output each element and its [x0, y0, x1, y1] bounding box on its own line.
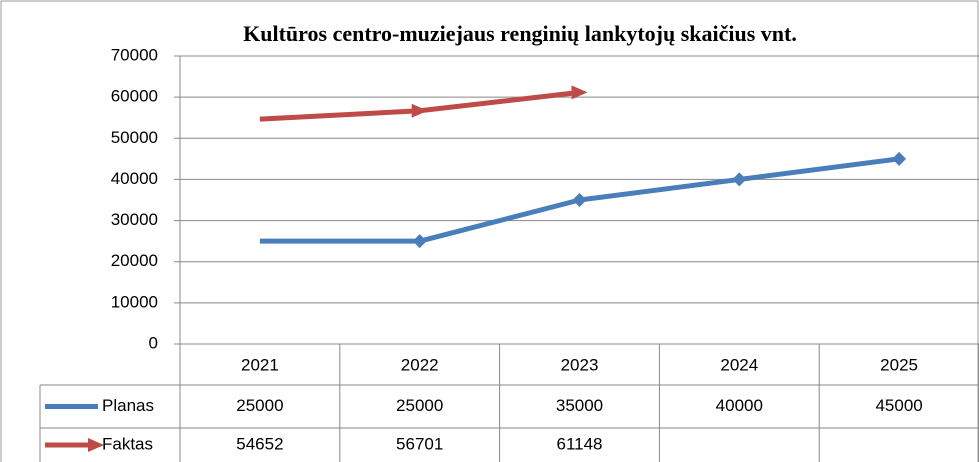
y-tick-label: 50000 [111, 128, 158, 147]
x-tick-label: 2022 [401, 355, 439, 374]
x-tick-label: 2023 [561, 355, 599, 374]
y-tick-label: 60000 [111, 87, 158, 106]
table-value: 25000 [236, 396, 283, 415]
table-value: 61148 [556, 434, 602, 453]
marker [892, 151, 907, 166]
chart-title: Kultūros centro-muziejaus renginių lanky… [243, 21, 797, 46]
marker [571, 85, 588, 100]
legend-label: Planas [102, 396, 154, 415]
table-value: 56701 [396, 434, 443, 453]
series-line [259, 89, 580, 122]
y-tick-label: 70000 [111, 45, 158, 64]
x-tick-label: 2021 [241, 355, 279, 374]
table-value: 35000 [556, 396, 603, 415]
table-value: 40000 [716, 396, 763, 415]
x-tick-label: 2025 [880, 355, 918, 374]
legend-marker [88, 438, 104, 452]
y-tick-label: 20000 [111, 251, 158, 270]
legend-label: Faktas [102, 434, 153, 453]
y-tick-label: 40000 [111, 169, 158, 188]
table-value: 25000 [396, 396, 443, 415]
table-value: 54652 [236, 434, 283, 453]
marker [412, 234, 427, 249]
table-value: 45000 [875, 396, 922, 415]
x-tick-label: 2024 [720, 355, 758, 374]
y-tick-label: 0 [149, 333, 158, 352]
y-tick-label: 30000 [111, 210, 158, 229]
marker [732, 172, 747, 187]
marker [572, 193, 587, 207]
y-tick-label: 10000 [111, 292, 158, 311]
marker [411, 103, 428, 118]
